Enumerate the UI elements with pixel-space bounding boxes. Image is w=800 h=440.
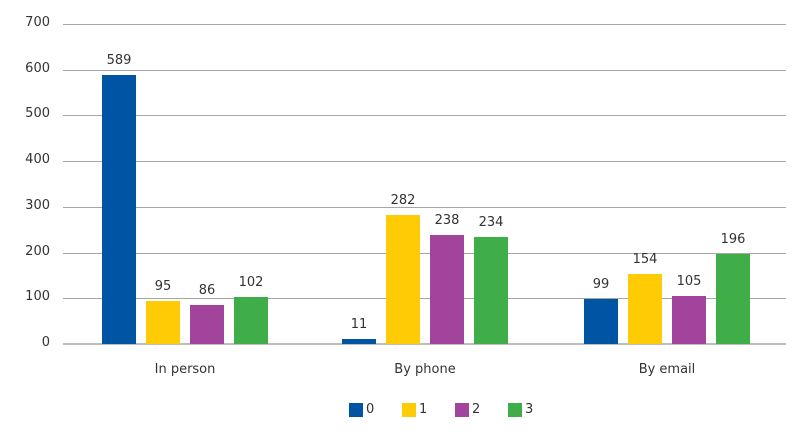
- bar-series-0: [342, 338, 376, 344]
- bar-series-2: [430, 235, 464, 344]
- legend-swatch-icon: [508, 402, 522, 417]
- y-axis-tick-label: 0: [41, 335, 50, 350]
- gridline: [63, 343, 786, 345]
- gridline: [63, 206, 786, 208]
- x-axis-category-label: By phone: [394, 362, 456, 377]
- bar-series-0: [102, 74, 136, 344]
- legend-label: 2: [472, 402, 481, 417]
- gridline: [63, 161, 786, 163]
- y-axis-tick-label: 100: [25, 289, 50, 305]
- y-axis-tick-label: 200: [25, 243, 50, 259]
- legend-item: 2: [455, 402, 508, 417]
- y-axis-tick-label: 500: [25, 106, 50, 122]
- bar-series-1: [628, 273, 662, 344]
- legend-swatch-icon: [349, 402, 363, 417]
- y-axis-tick-label: 400: [25, 152, 50, 168]
- x-axis-category-label: In person: [154, 362, 216, 377]
- legend-label: 1: [419, 402, 428, 417]
- bar-series-0: [584, 298, 618, 344]
- data-label: 95: [154, 278, 172, 294]
- legend-item: 3: [508, 402, 561, 417]
- data-label: 99: [592, 276, 610, 292]
- gridline: [63, 298, 786, 300]
- bar-series-1: [146, 300, 180, 344]
- bar-series-3: [716, 254, 750, 344]
- gridline: [63, 252, 786, 254]
- bar-series-3: [474, 237, 508, 344]
- legend-swatch-icon: [455, 402, 469, 417]
- gridline: [63, 115, 786, 117]
- bar-series-2: [672, 296, 706, 344]
- gridline: [63, 69, 786, 71]
- bar-series-2: [190, 304, 224, 344]
- bar-series-1: [386, 215, 420, 344]
- x-axis-category-label: By email: [638, 362, 696, 377]
- data-label: 234: [478, 215, 504, 231]
- legend-item: 1: [402, 402, 455, 417]
- data-label: 282: [390, 193, 416, 209]
- legend-item: 0: [349, 402, 402, 417]
- legend: 0 1 2 3: [349, 402, 561, 417]
- legend-swatch-icon: [402, 402, 416, 417]
- bar-series-3: [234, 297, 268, 344]
- y-axis-tick-label: 600: [25, 60, 50, 76]
- legend-label: 3: [525, 402, 534, 417]
- data-label: 11: [350, 316, 368, 332]
- data-label: 105: [676, 274, 702, 289]
- data-label: 86: [198, 282, 216, 298]
- y-axis-tick-label: 700: [25, 15, 50, 30]
- gridline: [63, 24, 786, 25]
- data-label: 589: [106, 52, 132, 68]
- data-label: 154: [632, 251, 658, 267]
- y-axis-tick-label: 300: [25, 197, 50, 213]
- data-label: 102: [238, 275, 264, 291]
- data-label: 196: [720, 232, 746, 248]
- legend-label: 0: [366, 402, 375, 417]
- data-label: 238: [434, 213, 460, 229]
